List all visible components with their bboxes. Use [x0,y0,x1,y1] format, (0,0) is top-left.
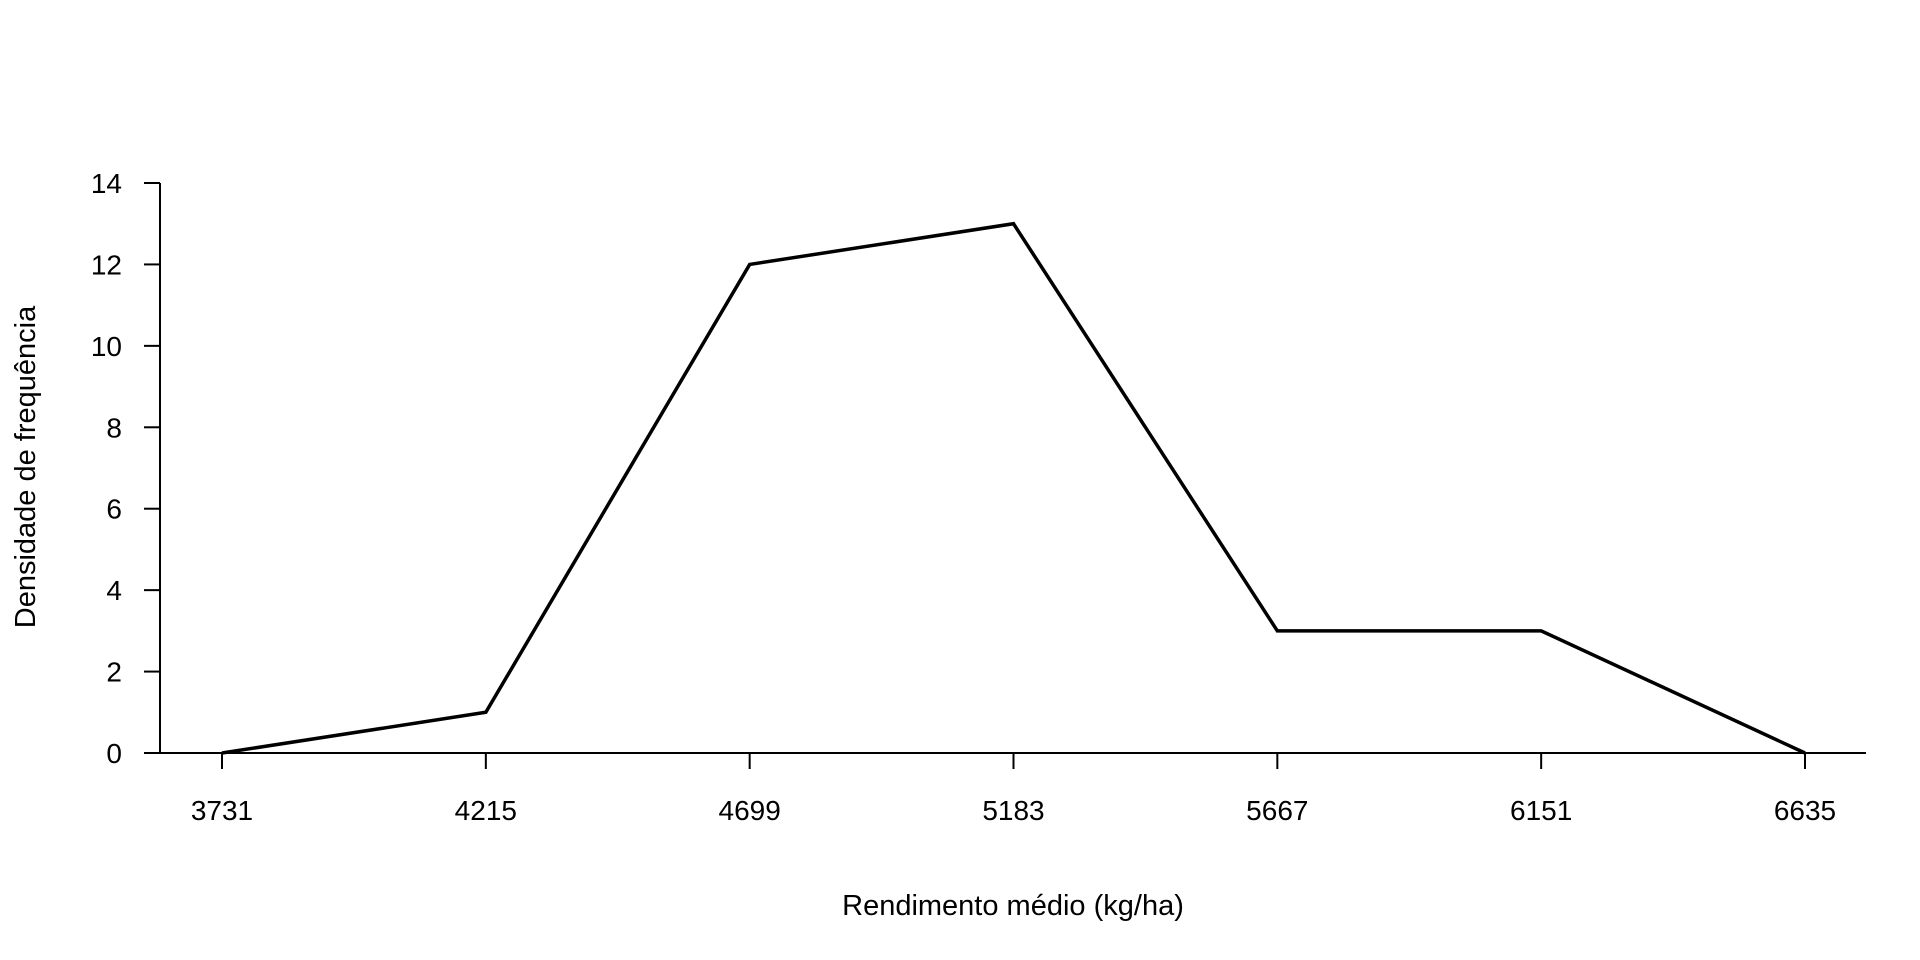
data-point [220,751,224,755]
data-point [1539,629,1543,633]
y-tick-label: 10 [91,331,122,362]
y-axis: 0 2 4 6 8 10 12 14 [91,168,161,769]
x-axis: 3731 4215 4699 5183 5667 6151 6635 [160,752,1866,826]
x-tick-label: 6151 [1510,795,1572,826]
y-axis-title: Densidade de frequência [10,305,42,628]
y-tick-label: 14 [91,168,122,199]
data-point [1012,222,1015,225]
x-tick-label: 5667 [1246,795,1308,826]
y-tick-label: 0 [106,738,122,769]
x-tick-label: 4215 [455,795,517,826]
x-tick-label: 3731 [191,795,253,826]
y-tick-label: 12 [91,249,122,280]
data-point [748,263,751,266]
data-point [1276,629,1279,633]
series-line [221,221,1806,755]
y-tick-label: 6 [106,494,122,525]
x-tick-label: 5183 [982,795,1044,826]
y-tick-label: 2 [106,657,122,688]
data-point [484,711,488,714]
x-axis-title: Rendimento médio (kg/ha) [842,890,1184,922]
y-tick-label: 4 [106,575,122,606]
x-tick-label: 4699 [719,795,781,826]
series-group [220,221,1807,755]
data-point [1803,751,1807,755]
y-tick-label: 8 [106,412,122,443]
x-tick-label: 6635 [1774,795,1836,826]
